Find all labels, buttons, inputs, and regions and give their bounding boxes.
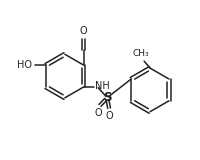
Text: O: O bbox=[94, 108, 102, 118]
Text: S: S bbox=[103, 91, 111, 104]
Text: O: O bbox=[105, 111, 112, 121]
Text: CH₃: CH₃ bbox=[132, 49, 149, 58]
Text: HO: HO bbox=[17, 60, 32, 70]
Text: O: O bbox=[79, 26, 87, 36]
Text: NH: NH bbox=[94, 81, 109, 91]
